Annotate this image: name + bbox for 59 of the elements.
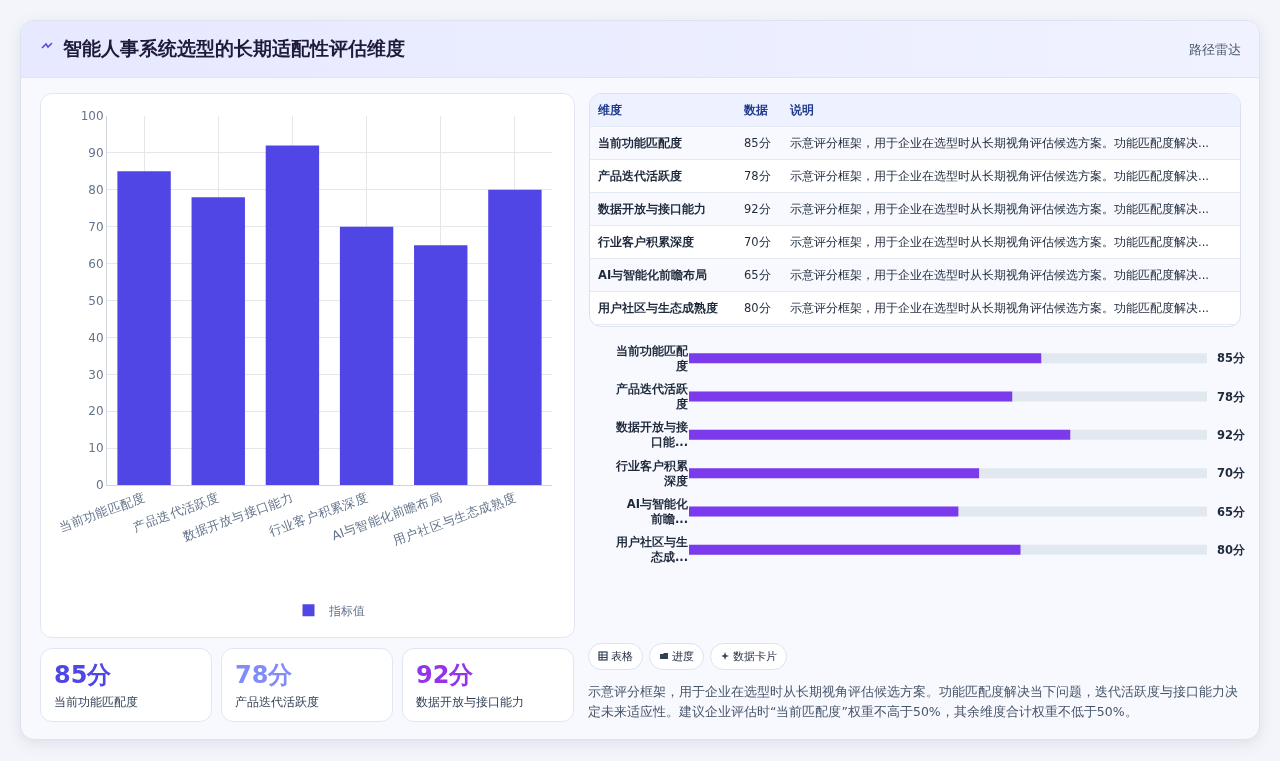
- text: 85分: [736, 126, 782, 160]
- text: 78分: [736, 159, 782, 193]
- text: 维度: [590, 94, 736, 127]
- data-label: 70分: [1217, 466, 1246, 480]
- y-tick-label: 产品迭代活跃度: [615, 382, 689, 411]
- text: 数据开放与接口能力: [590, 192, 736, 226]
- text: AI与智能化前瞻布局: [590, 258, 736, 292]
- y-tick-label: AI与智能化前瞻...: [626, 497, 689, 526]
- y-tick-label: 30: [88, 367, 104, 382]
- text: 产品迭代活跃度: [235, 695, 319, 710]
- bar: [488, 189, 542, 485]
- text: 说明: [782, 94, 1240, 127]
- text: 70分: [736, 225, 782, 259]
- text: 示意评分框架，用于企业在选型时从长期视角评估候选方案。功能匹配度解决...: [782, 291, 1240, 325]
- chart-title: 智能人事系统选型的长期适配性评估维度: [63, 36, 405, 61]
- text: 80分: [736, 291, 782, 325]
- y-tick-label: 100: [80, 109, 104, 124]
- bar: [191, 197, 245, 485]
- y-tick-label: 90: [88, 146, 104, 161]
- bar: [265, 145, 320, 485]
- data-label: 80分: [1217, 543, 1246, 557]
- y-tick-label: 80: [88, 183, 104, 197]
- y-tick-label: 60: [88, 256, 104, 271]
- data-label: 78分: [1217, 390, 1246, 404]
- text: 示意评分框架，用于企业在选型时从长期视角评估候选方案。功能匹配度解决...: [782, 258, 1240, 292]
- text: 数据卡片: [710, 643, 787, 670]
- y-tick-label: 70: [88, 219, 104, 234]
- text: 数据开放与接口能力: [416, 695, 524, 710]
- text: 进度: [649, 643, 704, 670]
- text: 85分: [54, 660, 112, 691]
- y-tick-label: 用户社区与生态成...: [615, 535, 688, 565]
- y-tick-label: 行业客户积累深度: [615, 458, 689, 488]
- text: 表格: [588, 643, 643, 670]
- text: 示意评分框架，用于企业在选型时从长期视角评估候选方案。功能匹配度解决...: [782, 159, 1240, 193]
- bar: [117, 171, 171, 485]
- text: 数据: [736, 94, 782, 127]
- text: 65分: [736, 258, 782, 292]
- y-tick-label: 当前功能匹配度: [616, 343, 689, 373]
- bar: [414, 245, 468, 485]
- y-tick-label: 数据开放与接口能...: [615, 420, 688, 450]
- data-label: 85分: [1217, 351, 1246, 365]
- bar: [339, 226, 394, 485]
- data-label: 65分: [1217, 505, 1246, 519]
- y-tick-label: 20: [88, 404, 104, 419]
- text: 78分: [235, 660, 293, 691]
- text: 用户社区与生态成熟度: [590, 291, 736, 325]
- y-tick-label: 40: [88, 330, 104, 345]
- legend-label: 指标值: [327, 603, 365, 618]
- y-tick-label: 0: [95, 478, 104, 493]
- text: 示意评分框架，用于企业在选型时从长期视角评估候选方案。功能匹配度解决...: [782, 192, 1240, 226]
- text: 示意评分框架，用于企业在选型时从长期视角评估候选方案。功能匹配度解决...: [782, 126, 1240, 160]
- text: 92分: [416, 660, 474, 691]
- text: 路径雷达: [1189, 41, 1241, 59]
- text: 92分: [736, 192, 782, 226]
- text: 示意评分框架，用于企业在选型时从长期视角评估候选方案。功能匹配度解决...: [782, 225, 1240, 259]
- data-label: 92分: [1217, 428, 1246, 442]
- text: 示意评分框架，用于企业在选型时从长期视角评估候选方案。功能匹配度解决当下问题，迭代活跃度与接口能力决定未来适应性。建议企业评估时“当前匹配度”权重不高于50%，其余维度合计权重不低于50%。: [588, 683, 1239, 721]
- y-tick-label: 50: [88, 293, 104, 308]
- y-tick-label: 10: [88, 441, 104, 456]
